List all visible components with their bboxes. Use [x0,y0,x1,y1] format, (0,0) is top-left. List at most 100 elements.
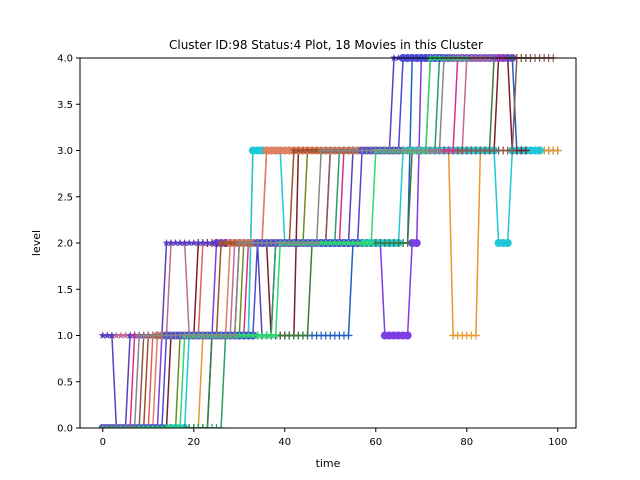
data-point [235,331,244,339]
data-point [403,239,412,247]
data-point [198,424,207,428]
x-tick-label: 0 [100,437,106,448]
data-point [303,146,312,154]
data-point [116,424,125,428]
data-point [199,239,207,247]
y-axis-label: level [30,230,43,256]
data-point [253,331,262,339]
data-point [98,424,107,428]
data-point [271,331,280,339]
data-point [108,331,116,339]
data-point [185,239,193,247]
x-tick-label: 60 [369,437,382,448]
y-tick-label: 2.0 [57,239,73,250]
data-point [117,331,125,339]
data-point [212,424,221,428]
data-point [203,239,212,247]
y-tick-label: 3.5 [57,100,73,111]
data-point [103,424,112,428]
data-point [98,331,107,339]
y-tick-label: 0.0 [57,424,73,435]
chart-title: Cluster ID:98 Status:4 Plot, 18 Movies i… [169,38,483,52]
data-point [180,424,189,428]
data-point [249,331,257,339]
data-point [521,146,530,155]
data-point [340,239,348,247]
y-tick-label: 1.5 [57,285,73,296]
data-point [126,424,135,428]
data-point [358,239,366,247]
data-point [208,239,216,247]
data-point [321,239,330,247]
data-point [130,424,139,428]
data-point [176,424,184,428]
y-tick-label: 0.5 [57,377,73,388]
data-point [162,239,171,247]
data-point [471,331,480,340]
data-point [308,146,316,154]
data-point [317,239,325,247]
data-point [217,239,225,247]
x-tick-label: 80 [460,437,473,448]
data-point [553,146,562,155]
data-point [344,239,353,247]
data-point [230,331,239,340]
plot-frame [79,57,577,429]
data-point [258,331,266,339]
data-point [362,239,371,247]
data-point [126,331,134,339]
data-point [331,239,339,247]
data-point [244,331,253,339]
data-point [435,146,444,155]
data-point [335,239,344,247]
data-point [312,239,321,247]
data-point [312,146,321,154]
data-point [103,331,112,339]
x-tick-label: 100 [548,437,567,448]
data-point [112,331,121,339]
x-axis-label: time [316,457,341,470]
data-point [226,239,234,247]
data-point [344,331,353,340]
data-point [221,239,230,247]
y-tick-label: 2.5 [57,192,73,203]
data-point [290,146,298,154]
y-tick-label: 3.0 [57,146,73,157]
y-tick-label: 1.0 [57,331,73,342]
data-point [349,239,357,247]
data-point [107,424,116,428]
data-point [449,146,458,155]
y-tick-label: 4.0 [57,54,73,65]
data-point [189,424,198,428]
data-point [171,239,180,247]
data-point [167,239,175,247]
data-point [262,331,271,339]
data-point [112,424,121,428]
data-point [367,239,375,247]
x-tick-label: 20 [187,437,200,448]
x-tick-label: 40 [278,437,291,448]
data-point [535,146,544,155]
data-point [121,424,130,428]
data-point [353,239,362,247]
data-point [267,331,275,339]
data-point [412,239,421,247]
data-point [190,239,198,247]
data-point [176,239,184,247]
data-point [217,424,226,428]
data-point [185,424,194,428]
axes-layer: 0 20 40 60 80 100 0.0 0.5 1.0 1.5 2.0 2.5 3.0 3.5 4.0 [57,54,567,449]
data-point [508,146,517,155]
data-point [303,331,312,340]
data-point [121,331,130,339]
data-point [294,146,303,154]
data-point [194,239,203,247]
data-point [299,146,307,154]
data-point [207,424,216,428]
data-point [203,424,212,428]
data-point [212,239,221,247]
data-point [403,331,412,340]
data-point [240,331,248,339]
data-point [503,239,512,247]
